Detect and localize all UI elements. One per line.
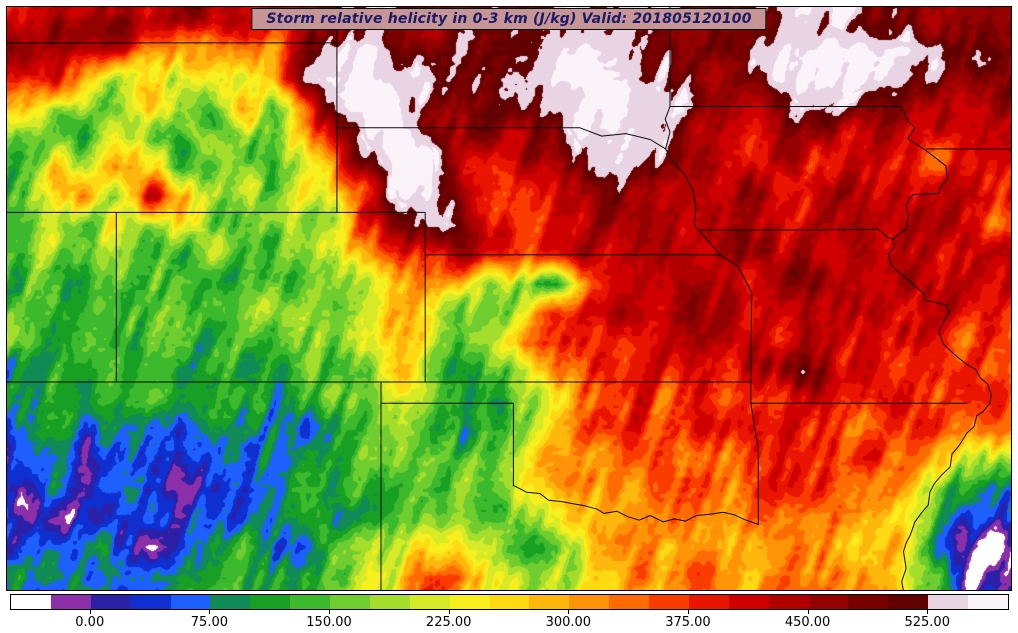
colorbar-tick: [568, 610, 570, 614]
colorbar-tick-label: 0.00: [75, 615, 105, 630]
colorbar-segment: [609, 595, 649, 609]
colorbar-segment: [808, 595, 849, 609]
colorbar-tick: [927, 610, 929, 614]
helicity-field-canvas: [6, 6, 1012, 591]
colorbar-tick: [329, 610, 331, 614]
colorbar-segment: [290, 595, 330, 609]
colorbar-tick-label: 375.00: [665, 615, 711, 630]
colorbar-tick: [687, 610, 689, 614]
colorbar-tick: [448, 610, 450, 614]
colorbar-tick: [807, 610, 809, 614]
colorbar-segment: [11, 595, 51, 609]
colorbar-tick: [209, 610, 211, 614]
colorbar-segment: [529, 595, 570, 609]
colorbar-segment: [90, 595, 131, 609]
plot-title: Storm relative helicity in 0-3 km (J/kg)…: [251, 8, 767, 30]
colorbar-tick-label: 450.00: [784, 615, 831, 630]
colorbar-segment: [848, 595, 889, 609]
colorbar-tick-label: 150.00: [306, 615, 352, 630]
colorbar-segment: [449, 595, 490, 609]
colorbar-segment: [330, 595, 370, 609]
colorbar-segment: [170, 595, 211, 609]
colorbar-segment: [768, 595, 809, 609]
colorbar-segment: [728, 595, 769, 609]
colorbar-segment: [888, 595, 929, 609]
colorbar-tick-label: 75.00: [190, 615, 228, 630]
colorbar-segment: [250, 595, 291, 609]
colorbar-segment: [569, 595, 610, 609]
colorbar-segment: [50, 595, 91, 609]
colorbar-tick-label: 300.00: [545, 615, 592, 630]
colorbar-segment: [369, 595, 410, 609]
colorbar-segment: [210, 595, 251, 609]
colorbar-segment: [688, 595, 729, 609]
colorbar-segment: [409, 595, 450, 609]
colorbar-tick-label: 225.00: [425, 615, 472, 630]
colorbar-segment: [968, 595, 1008, 609]
colorbar-segment: [489, 595, 530, 609]
colorbar-segment: [928, 595, 968, 609]
colorbar-tick-label: 525.00: [904, 615, 950, 630]
colorbar-tick: [89, 610, 91, 614]
colorbar-segment: [130, 595, 171, 609]
colorbar-segment: [649, 595, 689, 609]
colorbar: [10, 594, 1009, 610]
